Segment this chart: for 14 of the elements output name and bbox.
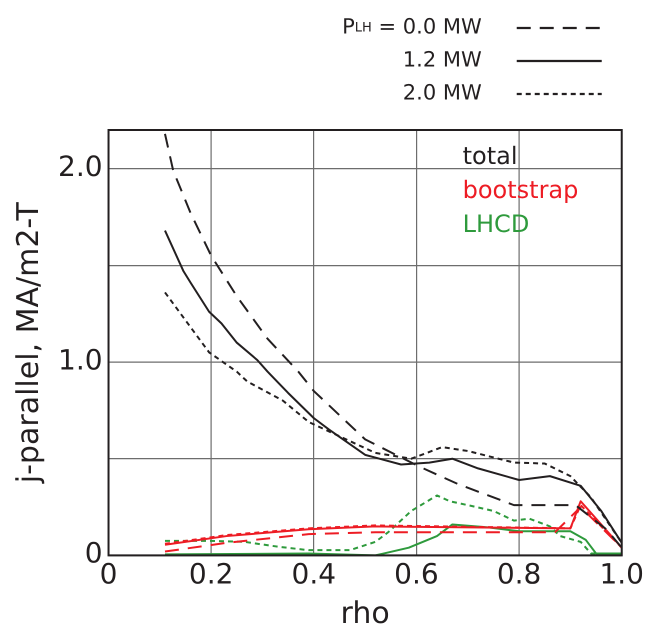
annotation: total	[462, 142, 518, 170]
x-tick-label: 1.0	[599, 557, 644, 590]
y-axis-title: j-parallel, MA/m2-T	[10, 201, 46, 484]
legend-label: 1.2 MW	[402, 47, 482, 72]
y-tick-label: 0	[84, 536, 103, 570]
x-axis-title: rho	[340, 596, 390, 631]
y-tick-label: 1.0	[58, 343, 103, 376]
x-tick-label: 0.6	[394, 557, 439, 590]
x-tick-label: 0.4	[292, 557, 336, 590]
x-tick-label: 0.2	[188, 557, 234, 590]
x-tick-label: 0.8	[496, 557, 542, 590]
y-tick-label: 2.0	[58, 150, 103, 183]
legend-label: PLH = 0.0 MW	[342, 14, 482, 38]
legend-label: 2.0 MW	[402, 80, 482, 104]
